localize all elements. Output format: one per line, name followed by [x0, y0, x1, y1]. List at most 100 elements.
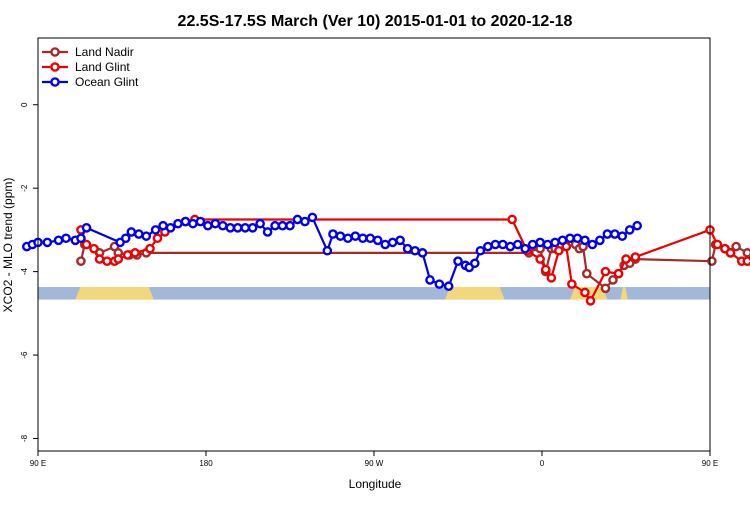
- data-point: [572, 233, 583, 244]
- data-point: [277, 220, 288, 231]
- data-point: [535, 254, 545, 264]
- data-point: [707, 256, 717, 266]
- data-point: [395, 235, 405, 246]
- data-point: [180, 216, 191, 227]
- ocean-band: [38, 287, 710, 300]
- data-point: [520, 243, 531, 254]
- y-tick-label: -2: [20, 184, 29, 192]
- y-tick-label: -8: [20, 434, 29, 442]
- data-point: [602, 229, 613, 239]
- data-point: [535, 237, 545, 248]
- data-point: [585, 296, 596, 306]
- data-point: [630, 252, 641, 262]
- data-point: [145, 243, 155, 254]
- data-point: [453, 256, 463, 266]
- data-point: [554, 245, 564, 256]
- data-point: [255, 218, 265, 229]
- data-point: [81, 223, 92, 233]
- land-segment: [620, 287, 628, 300]
- data-point: [731, 241, 741, 252]
- chart-title: 22.5S-17.5S March (Ver 10) 2015-01-01 to…: [178, 13, 573, 30]
- legend-label: Ocean Glint: [75, 75, 139, 89]
- y-tick-label: -4: [20, 268, 29, 276]
- data-point: [595, 235, 605, 246]
- axes-layer: 90 E 180 90 W 0 90 E 0 -2 -4 -6 -8: [20, 37, 718, 468]
- data-point: [322, 245, 333, 256]
- data-point: [372, 235, 383, 246]
- data-point: [469, 258, 480, 269]
- data-point: [417, 248, 428, 258]
- data-point: [610, 229, 620, 239]
- data-point: [527, 239, 538, 250]
- data-point: [565, 233, 575, 244]
- data-point: [89, 243, 99, 254]
- data-point: [613, 268, 624, 279]
- data-point: [94, 254, 105, 264]
- data-point: [507, 214, 517, 225]
- data-point: [632, 220, 643, 231]
- data-point: [600, 283, 611, 294]
- data-point: [617, 231, 628, 241]
- data-point: [300, 216, 310, 227]
- data-point: [102, 256, 112, 266]
- data-point: [126, 227, 137, 237]
- data-point: [567, 279, 577, 289]
- data-point: [210, 218, 221, 229]
- data-point: [475, 245, 486, 256]
- data-series-layer: [21, 212, 750, 306]
- x-tick-label: 90 E: [30, 459, 46, 468]
- data-point: [357, 233, 368, 244]
- data-point: [365, 233, 376, 244]
- data-point: [410, 245, 420, 256]
- data-point: [188, 218, 198, 229]
- data-point: [247, 223, 258, 233]
- data-point: [380, 239, 391, 250]
- data-point: [173, 218, 183, 229]
- data-point: [434, 279, 445, 289]
- data-point: [130, 248, 140, 258]
- data-point: [343, 233, 353, 244]
- data-point: [285, 220, 295, 231]
- data-point: [621, 254, 631, 264]
- data-point: [387, 237, 398, 248]
- data-point: [240, 223, 250, 233]
- data-point: [557, 235, 568, 246]
- data-point: [133, 229, 144, 239]
- data-point: [402, 243, 413, 254]
- legend-label: Land Nadir: [75, 45, 134, 59]
- data-point: [42, 237, 53, 248]
- data-point: [624, 225, 635, 235]
- x-axis-label: Longitude: [349, 477, 402, 491]
- land-segment: [444, 287, 505, 300]
- data-point: [152, 233, 163, 244]
- data-point: [490, 239, 501, 250]
- data-point: [505, 241, 516, 252]
- data-point: [550, 237, 560, 248]
- data-point: [742, 256, 750, 266]
- data-point: [425, 275, 435, 285]
- legend-marker: [50, 62, 60, 72]
- data-point: [195, 216, 206, 227]
- data-point: [542, 239, 553, 250]
- x-tick-label: 90 W: [365, 459, 384, 468]
- y-tick-label: -6: [20, 351, 29, 359]
- data-point: [540, 264, 551, 275]
- data-point: [712, 239, 723, 250]
- data-point: [150, 225, 161, 235]
- x-tick-label: 90 E: [702, 459, 718, 468]
- data-point: [141, 231, 152, 241]
- y-axis-label: XCO2 - MLO trend (ppm): [1, 178, 15, 313]
- data-point: [582, 268, 592, 279]
- data-point: [600, 266, 611, 277]
- data-point: [61, 233, 71, 244]
- data-point: [76, 233, 86, 244]
- data-point: [76, 256, 86, 266]
- data-point: [165, 223, 176, 233]
- data-point: [232, 223, 243, 233]
- data-point: [328, 229, 338, 239]
- data-point: [53, 235, 64, 246]
- legend-label: Land Glint: [75, 60, 130, 74]
